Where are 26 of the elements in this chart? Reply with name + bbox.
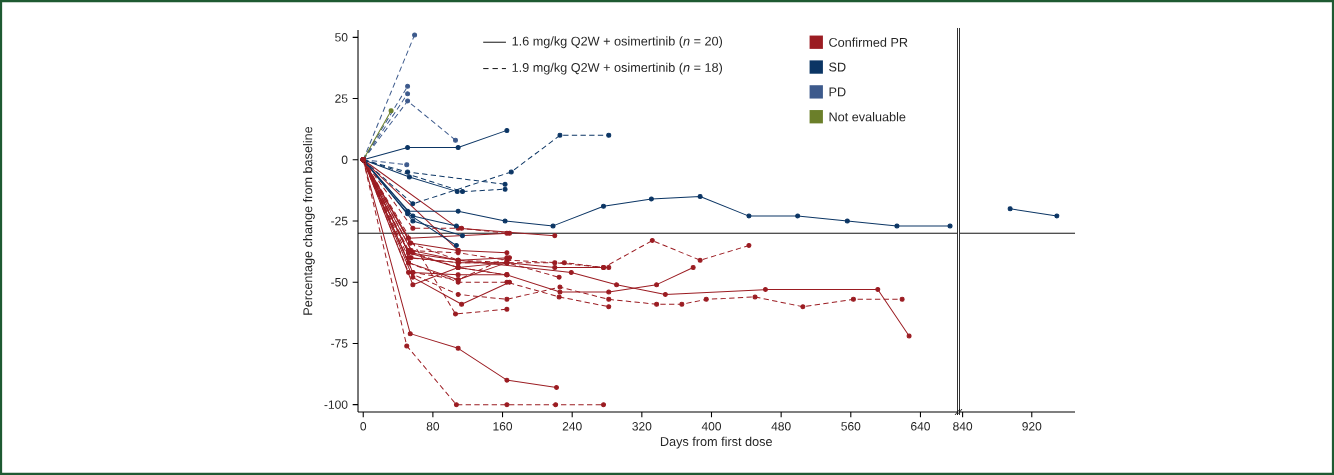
y-tick-label: 25 <box>335 94 348 103</box>
y-tick-label: -75 <box>331 339 348 348</box>
x-tick-label: 320 <box>632 422 652 431</box>
x-tick-label: 240 <box>562 422 582 431</box>
x-tick-label: 840 <box>953 422 973 431</box>
annotation: 1.6 mg/kg Q2W + osimertinib (n = 20) <box>512 36 723 49</box>
x-axis-title: Days from first dose <box>660 436 772 449</box>
legend-label: Not evaluable <box>829 112 906 122</box>
x-tick-label: 0 <box>360 422 367 431</box>
y-tick-label: -25 <box>331 216 348 226</box>
x-tick-label: 560 <box>841 422 861 431</box>
y-tick-label: -50 <box>331 277 348 287</box>
legend-label: SD <box>829 62 846 72</box>
x-tick-label: 80 <box>426 422 440 431</box>
x-tick-label: 160 <box>493 422 513 431</box>
x-tick-label: 920 <box>1022 422 1042 431</box>
x-tick-label: 640 <box>911 422 930 431</box>
x-tick-label: 400 <box>701 422 722 431</box>
y-tick-label: -100 <box>324 400 348 409</box>
y-tick-label: 50 <box>335 33 348 42</box>
annotation: 1.9 mg/kg Q2W + osimertinib (n = 18) <box>512 62 723 75</box>
legend-label: Confirmed PR <box>829 37 908 47</box>
y-tick-label: 0 <box>341 155 348 165</box>
x-tick-label: 480 <box>771 422 791 431</box>
legend-label: PD <box>829 87 846 97</box>
y-axis-title: Percentage change from baseline <box>302 126 315 315</box>
